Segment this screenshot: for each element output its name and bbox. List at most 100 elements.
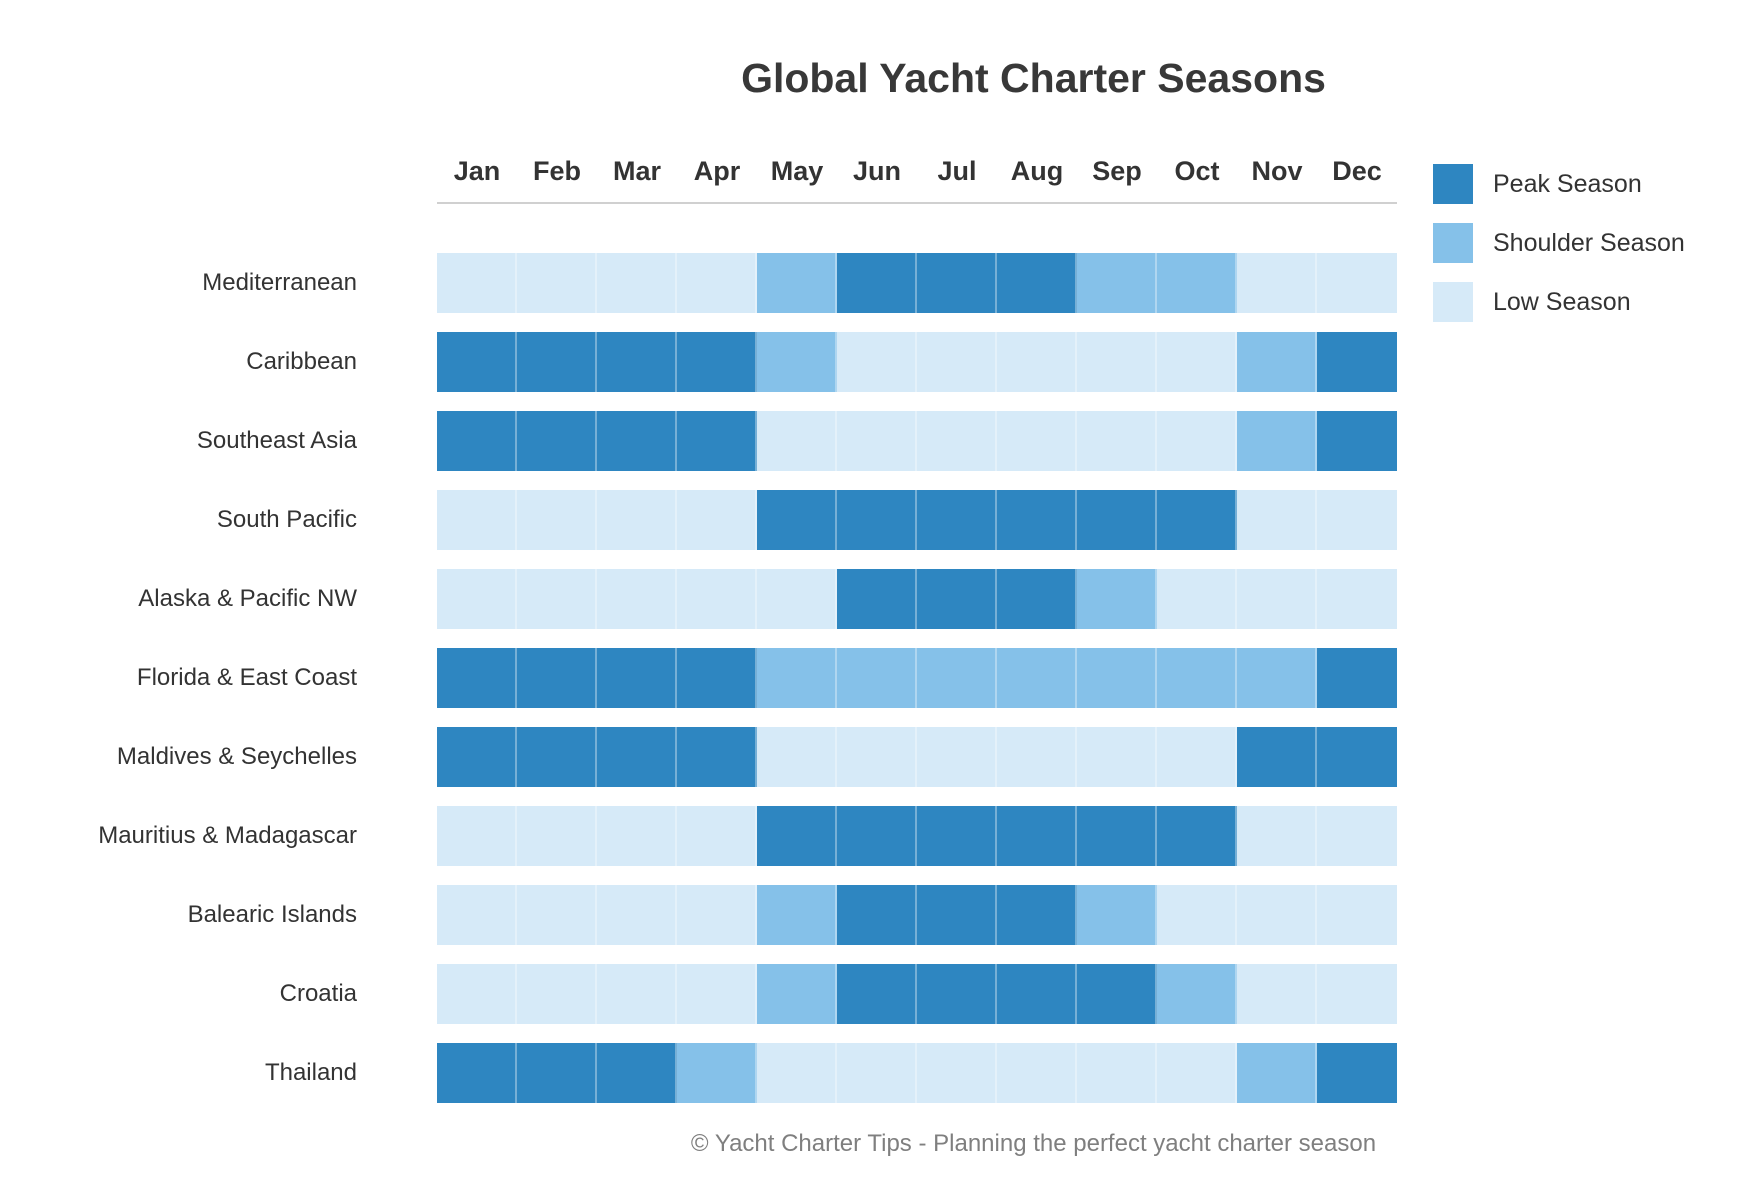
heatmap-cell: [997, 648, 1077, 708]
heatmap-cell: [1157, 332, 1237, 392]
region-label: Caribbean: [246, 348, 357, 375]
heatmap-cell: [757, 490, 837, 550]
heatmap-cell: [1157, 964, 1237, 1024]
heatmap-cell: [837, 411, 917, 471]
heatmap-cell: [1317, 964, 1397, 1024]
heatmap-grid: Mediterranean Caribbean Southeast Asia Sout…: [0, 253, 1748, 1103]
heatmap-cell: [1237, 253, 1317, 313]
heatmap-cell: [997, 1043, 1077, 1103]
heatmap-cell: [917, 1043, 997, 1103]
heatmap-cell: [437, 411, 517, 471]
heatmap-cell: [997, 885, 1077, 945]
region-row: Thailand: [0, 1043, 1748, 1103]
heatmap-cell: [437, 569, 517, 629]
region-label: Maldives & Seychelles: [116, 743, 357, 770]
legend-item: Peak Season: [1433, 164, 1685, 204]
heatmap-cell: [1157, 806, 1237, 866]
axis-line: [437, 202, 1397, 204]
heatmap-cell: [917, 648, 997, 708]
region-label: Croatia: [279, 980, 357, 1007]
legend-label: Peak Season: [1493, 169, 1642, 198]
heatmap-cell: [1077, 806, 1157, 866]
heatmap-cell: [757, 648, 837, 708]
heatmap-cell: [1157, 490, 1237, 550]
heatmap-cell: [757, 885, 837, 945]
heatmap-cell: [1157, 1043, 1237, 1103]
heatmap-cell: [1317, 1043, 1397, 1103]
heatmap-cell: [437, 332, 517, 392]
legend-swatch-peak: [1433, 164, 1473, 204]
heatmap-cell: [437, 1043, 517, 1103]
heatmap-cell: [517, 332, 597, 392]
heatmap-cell: [1157, 569, 1237, 629]
heatmap-cell: [597, 648, 677, 708]
heatmap-cell: [677, 569, 757, 629]
heatmap-cell: [677, 1043, 757, 1103]
heatmap-cell: [597, 332, 677, 392]
heatmap-cell: [1237, 569, 1317, 629]
heatmap-cell: [1317, 885, 1397, 945]
region-label: Mediterranean: [202, 269, 357, 296]
heatmap-cell: [437, 648, 517, 708]
heatmap-cell: [837, 885, 917, 945]
heatmap-cell: [437, 806, 517, 866]
heatmap-cell: [1077, 490, 1157, 550]
heatmap-cell: [1077, 253, 1157, 313]
month-axis: Jan Feb Mar Apr May Jun Jul Aug Sep Oct Nov Dec: [437, 154, 1748, 188]
month-label: Oct: [1174, 156, 1220, 186]
heatmap-cell: [437, 490, 517, 550]
heatmap-cell: [597, 411, 677, 471]
heatmap-cell: [1237, 727, 1317, 787]
heatmap-cell: [997, 806, 1077, 866]
heatmap-cell: [677, 648, 757, 708]
legend-item: Low Season: [1433, 282, 1685, 322]
heatmap-cell: [517, 1043, 597, 1103]
region-row: Southeast Asia: [0, 411, 1748, 471]
heatmap-cell: [1077, 1043, 1157, 1103]
heatmap-cell: [677, 964, 757, 1024]
heatmap-cell: [597, 964, 677, 1024]
heatmap-cell: [997, 332, 1077, 392]
heatmap-cell: [1157, 648, 1237, 708]
heatmap-cell: [517, 648, 597, 708]
heatmap-cell: [597, 253, 677, 313]
heatmap-cell: [997, 727, 1077, 787]
heatmap-cell: [1317, 411, 1397, 471]
heatmap-cell: [517, 727, 597, 787]
heatmap-cell: [517, 964, 597, 1024]
heatmap-cell: [1077, 411, 1157, 471]
heatmap-cell: [597, 885, 677, 945]
month-label: Feb: [532, 156, 581, 186]
heatmap-cell: [677, 727, 757, 787]
heatmap-cell: [917, 490, 997, 550]
heatmap-cell: [1157, 411, 1237, 471]
heatmap-cell: [837, 490, 917, 550]
heatmap-cell: [1157, 885, 1237, 945]
heatmap-cell: [917, 332, 997, 392]
heatmap-cell: [837, 1043, 917, 1103]
heatmap-cell: [837, 964, 917, 1024]
region-label: Florida & East Coast: [136, 664, 357, 691]
heatmap-cell: [1077, 964, 1157, 1024]
heatmap-cell: [1237, 490, 1317, 550]
heatmap-cell: [837, 569, 917, 629]
heatmap-cell: [757, 727, 837, 787]
month-label: Aug: [1010, 156, 1064, 186]
region-row: South Pacific: [0, 490, 1748, 550]
heatmap-cell: [517, 806, 597, 866]
heatmap-cell: [917, 727, 997, 787]
heatmap-cell: [837, 806, 917, 866]
heatmap-cell: [437, 885, 517, 945]
heatmap-cell: [1237, 964, 1317, 1024]
month-label: Jul: [937, 156, 977, 186]
region-row: Mediterranean: [0, 253, 1748, 313]
heatmap-cell: [597, 727, 677, 787]
region-label: Mauritius & Madagascar: [98, 822, 357, 849]
region-label: Thailand: [264, 1059, 357, 1086]
heatmap-cell: [837, 727, 917, 787]
region-row: Balearic Islands: [0, 885, 1748, 945]
heatmap-cell: [997, 411, 1077, 471]
heatmap-cell: [917, 253, 997, 313]
region-label: South Pacific: [216, 506, 357, 533]
region-row: Alaska & Pacific NW: [0, 569, 1748, 629]
